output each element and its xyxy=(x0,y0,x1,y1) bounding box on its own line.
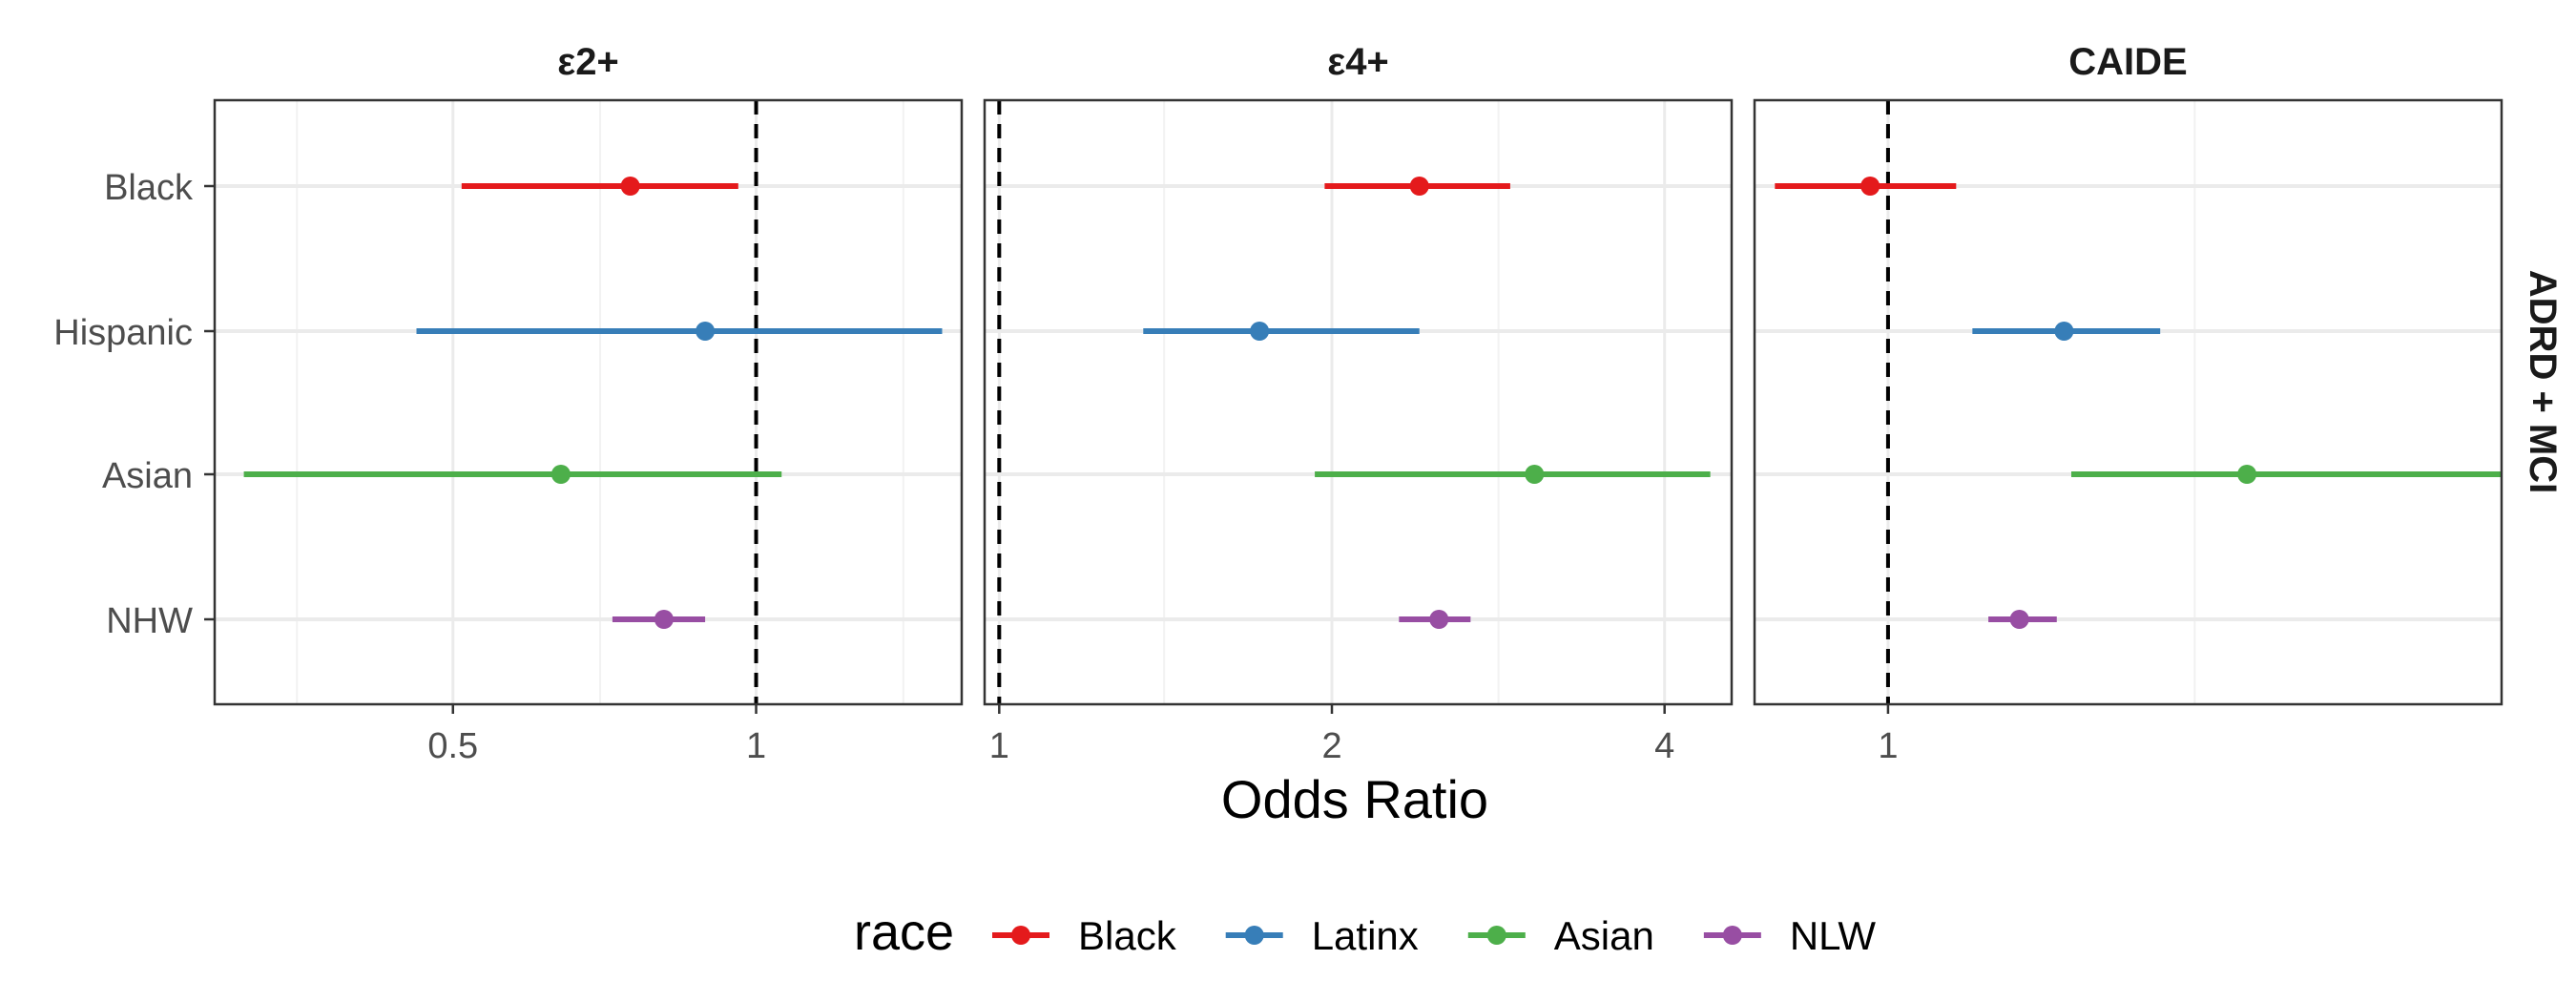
legend-key-point xyxy=(1244,926,1264,945)
legend-item: Latinx xyxy=(1225,913,1419,958)
y-tick-label: NHW xyxy=(106,601,193,641)
panel-background xyxy=(1755,100,2502,704)
x-tick-label: 1 xyxy=(746,726,766,766)
point-estimate xyxy=(2009,610,2029,629)
panel-0: 0.5 1 ε2+ xyxy=(213,41,964,766)
x-tick-label: 0.5 xyxy=(427,726,478,766)
panel-1: 1 2 4 ε4+ xyxy=(983,41,1734,766)
legend-key-point xyxy=(1011,926,1030,945)
x-tick-label: 4 xyxy=(1654,726,1674,766)
legend-key-point xyxy=(1722,926,1742,945)
y-tick-label: Black xyxy=(104,168,194,208)
panel-title: ε2+ xyxy=(557,41,619,83)
row-strip-label: ADRD + MCI xyxy=(2522,270,2564,493)
y-tick-label: Hispanic xyxy=(53,313,193,353)
point-estimate xyxy=(2237,465,2257,484)
x-tick-label: 2 xyxy=(1321,726,1341,766)
point-estimate xyxy=(1409,177,1429,196)
point-estimate xyxy=(696,322,716,341)
panel-background xyxy=(215,100,962,704)
legend-item: Asian xyxy=(1467,913,1654,958)
y-axis: Black Hispanic Asian NHW xyxy=(53,168,215,641)
legend-item: Black xyxy=(992,913,1177,958)
y-tick-label: Asian xyxy=(102,456,193,496)
legend-label: NLW xyxy=(1790,913,1877,958)
x-axis-title: Odds Ratio xyxy=(1221,769,1488,829)
legend-key-point xyxy=(1486,926,1506,945)
legend: race Black Latinx Asian NLW xyxy=(854,904,1876,961)
panel-title: CAIDE xyxy=(2068,41,2187,83)
point-estimate xyxy=(551,465,571,484)
legend-title: race xyxy=(854,904,954,961)
panel-title: ε4+ xyxy=(1327,41,1389,83)
point-estimate xyxy=(654,610,674,629)
panel-background xyxy=(985,100,1732,704)
panel-border xyxy=(213,98,964,706)
panel-border xyxy=(983,98,1734,706)
legend-label: Latinx xyxy=(1312,913,1419,958)
point-estimate xyxy=(1525,465,1545,484)
legend-item: NLW xyxy=(1703,913,1877,958)
point-estimate xyxy=(1860,177,1880,196)
x-tick-label: 1 xyxy=(1878,726,1898,766)
panel-border xyxy=(1753,98,2503,706)
point-estimate xyxy=(620,177,640,196)
x-tick-label: 1 xyxy=(989,726,1009,766)
legend-label: Asian xyxy=(1554,913,1654,958)
panel-2: 1 CAIDE xyxy=(1753,41,2503,766)
legend-items: Black Latinx Asian NLW xyxy=(992,913,1876,958)
point-estimate xyxy=(1429,610,1449,629)
legend-label: Black xyxy=(1078,913,1177,958)
panels-layer: 0.5 1 ε2+ 1 2 4 ε4+ 1 CAIDE xyxy=(213,41,2503,766)
point-estimate xyxy=(2054,322,2074,341)
point-estimate xyxy=(1250,322,1270,341)
